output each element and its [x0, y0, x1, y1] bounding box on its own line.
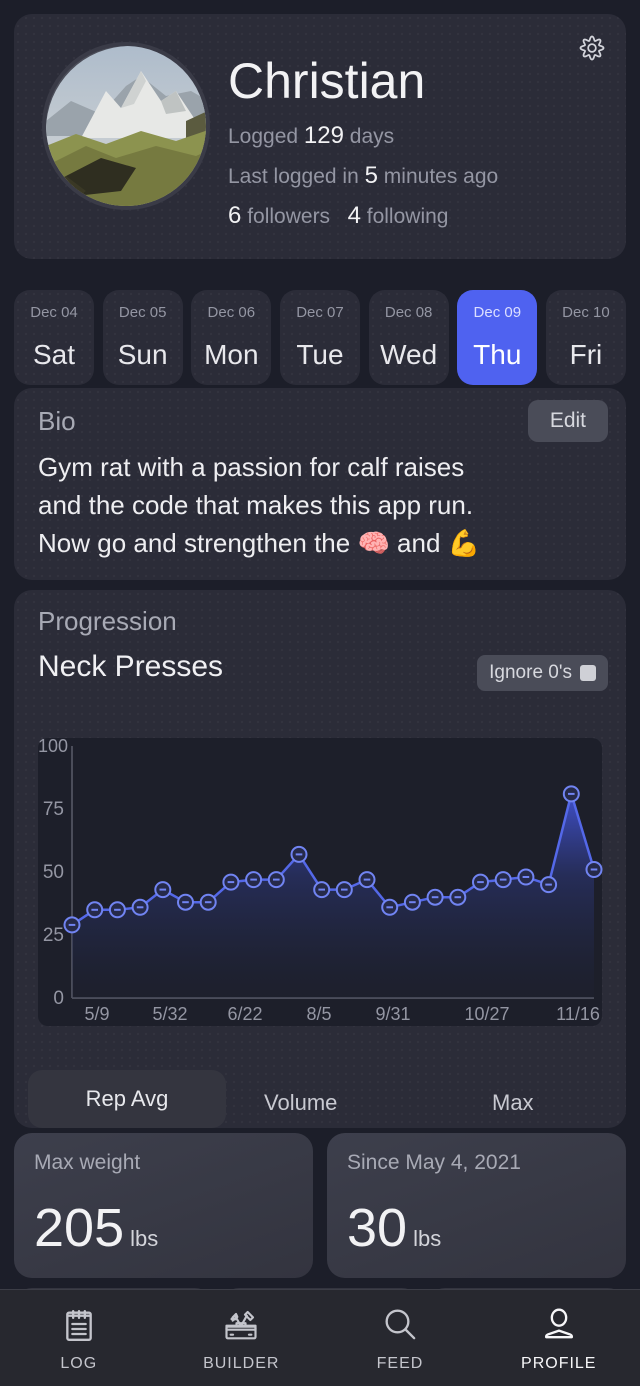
svg-text:8/5: 8/5 [306, 1004, 331, 1024]
svg-text:25: 25 [43, 925, 64, 946]
svg-text:9/31: 9/31 [375, 1004, 410, 1024]
svg-text:10/27: 10/27 [464, 1004, 509, 1024]
svg-text:0: 0 [53, 988, 64, 1009]
svg-text:50: 50 [43, 862, 64, 883]
svg-text:5/9: 5/9 [84, 1004, 109, 1024]
svg-text:5/32: 5/32 [152, 1004, 187, 1024]
svg-text:6/22: 6/22 [227, 1004, 262, 1024]
svg-text:11/16: 11/16 [556, 1004, 600, 1024]
svg-text:100: 100 [38, 736, 68, 756]
svg-text:75: 75 [43, 799, 64, 820]
